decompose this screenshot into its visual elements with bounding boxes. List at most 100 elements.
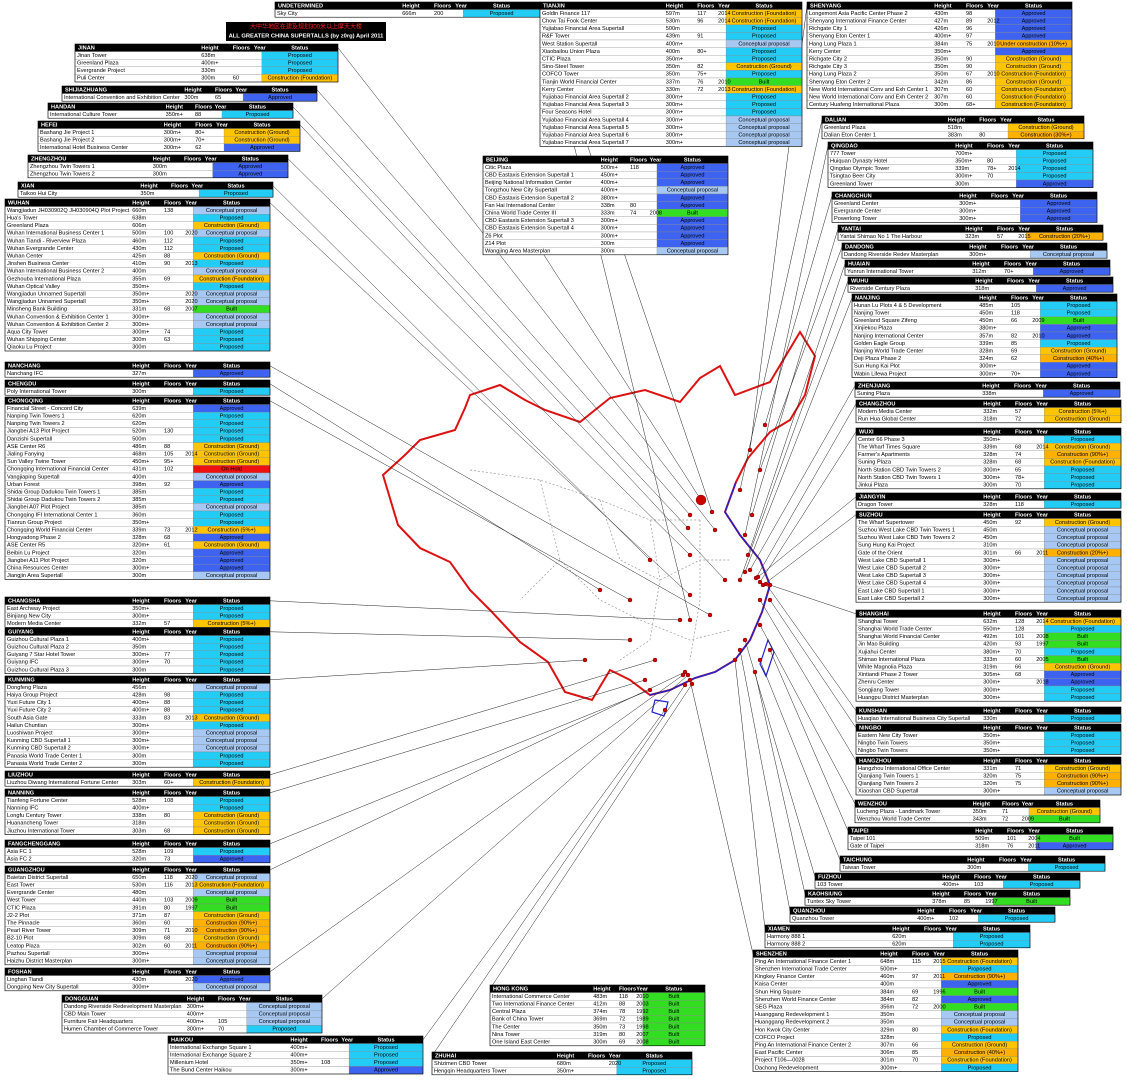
- status: Proposed: [968, 1035, 992, 1041]
- column-header: Height: [917, 908, 935, 914]
- status: Construction (Foundation): [199, 882, 264, 888]
- column-header: Status: [1074, 611, 1091, 617]
- city-table: HEFEI Height Floors Year Status Bashang Jie P…: [37, 120, 301, 152]
- height: 620m: [892, 934, 906, 940]
- height: 328m: [132, 535, 146, 541]
- building-name: Yujiabao Financial Area Supertall 2: [542, 94, 629, 100]
- building-name: Yujiabao Financial Area Supertall 7: [542, 140, 629, 146]
- building-name: Jiuzhou International Tower: [7, 828, 75, 834]
- column-header: Height: [969, 244, 987, 250]
- column-header: Year: [1012, 193, 1025, 199]
- height: 460m: [132, 238, 146, 244]
- height: 350m+: [132, 299, 149, 305]
- status: Construction (90%+): [206, 928, 257, 934]
- leader-line: [762, 514, 857, 586]
- building-name: Jiangjin Area Supertall: [7, 573, 63, 579]
- floors: 118: [630, 165, 639, 171]
- height: 300m+: [164, 137, 181, 143]
- year: 2000: [933, 1004, 945, 1010]
- floors: 63: [164, 337, 170, 343]
- leader-line: [269, 659, 586, 681]
- status: Approved: [220, 565, 244, 571]
- year: 2013: [718, 87, 730, 93]
- city-name: DONGGUAN: [65, 996, 98, 1002]
- column-header: Height: [982, 383, 1000, 389]
- year: 2012: [987, 18, 999, 24]
- height: 456m: [132, 685, 146, 691]
- column-header: Status: [983, 926, 1000, 932]
- column-header: Year: [1000, 117, 1013, 123]
- height: 427m: [934, 18, 948, 24]
- floors: 82: [1011, 333, 1017, 339]
- column-header: Status: [1058, 857, 1075, 863]
- building-name: International Commerce Center: [492, 994, 570, 1000]
- floors: 72: [619, 1017, 625, 1023]
- height: 384m: [880, 989, 894, 995]
- status: Proposed: [220, 284, 244, 290]
- table-header-bg: [856, 610, 1121, 618]
- building-name: Dandong Riverside Redev Masterplan: [844, 252, 939, 258]
- city-dot: [689, 681, 695, 687]
- status: Conceptual proposal: [206, 573, 257, 579]
- building-name: Hang Lung Plaza 2: [809, 72, 857, 78]
- column-header: Floors: [1015, 708, 1032, 714]
- city-dot: [652, 657, 658, 663]
- status: Approved: [1071, 672, 1095, 678]
- building-name: Xiaobailou Union Plaza: [542, 49, 601, 55]
- column-header: Year: [191, 183, 204, 189]
- column-header: Year: [185, 200, 198, 206]
- column-header: Year: [254, 45, 267, 51]
- floors: 103: [164, 898, 173, 904]
- status: Proposed: [1071, 467, 1095, 473]
- building-name: The Wharf Times Square: [858, 444, 920, 450]
- height: 320m: [983, 773, 997, 779]
- building-name: Wuhan International Business Center 2: [7, 269, 104, 275]
- table-header-bg: [168, 1036, 423, 1044]
- building-name: Evergrande Center: [834, 208, 881, 214]
- building-name: Qiaoku Lu Project: [7, 345, 52, 351]
- city-name: YANTAI: [841, 226, 861, 232]
- floors: 118: [619, 994, 628, 1000]
- status: Approved: [680, 165, 704, 171]
- city-table: FOSHAN Height Floors Year Status Linghan Tian…: [4, 967, 271, 992]
- table-header-bg: [5, 597, 270, 605]
- height: 483m: [593, 994, 607, 1000]
- height: 485m: [979, 303, 993, 309]
- height: 300m: [153, 164, 167, 170]
- city-dot: [712, 527, 718, 533]
- height: 360m: [132, 920, 146, 926]
- year: 2020: [185, 299, 197, 305]
- floors: 76: [1007, 843, 1013, 849]
- column-header: Floors: [164, 629, 181, 635]
- floors: 102: [949, 916, 958, 922]
- floors: 91: [697, 34, 703, 40]
- building-name: East Lake CBD Supertall 2: [858, 596, 925, 602]
- building-name: Z14 Plot: [485, 241, 506, 247]
- building-name: Kingkey Finance Center: [755, 974, 815, 980]
- status: Conceptual proposal: [1043, 252, 1094, 258]
- status: Proposed: [752, 34, 776, 40]
- table-header-bg: [845, 260, 1110, 268]
- floors: 82: [912, 997, 918, 1003]
- building-name: 103 Tower: [817, 882, 843, 888]
- building-name: Pearl River Tower: [7, 928, 51, 934]
- floors: 62: [195, 145, 201, 151]
- building-name: Yujiabao Financial Area Supertall 3: [542, 102, 629, 108]
- table-border: [844, 259, 1111, 276]
- column-header: Year: [185, 841, 198, 847]
- floors: 66: [1015, 664, 1021, 670]
- height: 305m+: [983, 672, 1000, 678]
- column-header: Year: [609, 1053, 622, 1059]
- column-header: Status: [971, 951, 988, 957]
- height: 530m: [666, 18, 680, 24]
- city-name: NANNING: [8, 790, 34, 796]
- building-name: North Station CBD Twin Towers 1: [858, 475, 941, 481]
- city-name: DANDONG: [845, 244, 874, 250]
- height: 320m+: [132, 543, 149, 549]
- table-header-bg: [5, 362, 270, 370]
- city-table: XIAN Height Floors Year Status Taikoo Hui Cit…: [17, 181, 274, 198]
- height: 350m+: [983, 733, 1000, 739]
- column-header: Height: [975, 278, 993, 284]
- city-table: FUZHOU Height Floors Year Status 103 Tower 400…: [814, 872, 1081, 889]
